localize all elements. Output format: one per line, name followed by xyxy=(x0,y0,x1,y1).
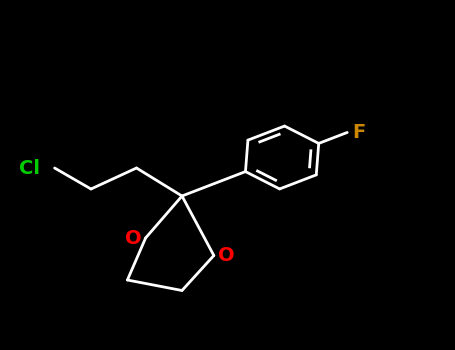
Text: O: O xyxy=(218,246,235,265)
Text: F: F xyxy=(352,123,365,142)
Text: O: O xyxy=(125,229,141,247)
Text: Cl: Cl xyxy=(19,159,40,177)
